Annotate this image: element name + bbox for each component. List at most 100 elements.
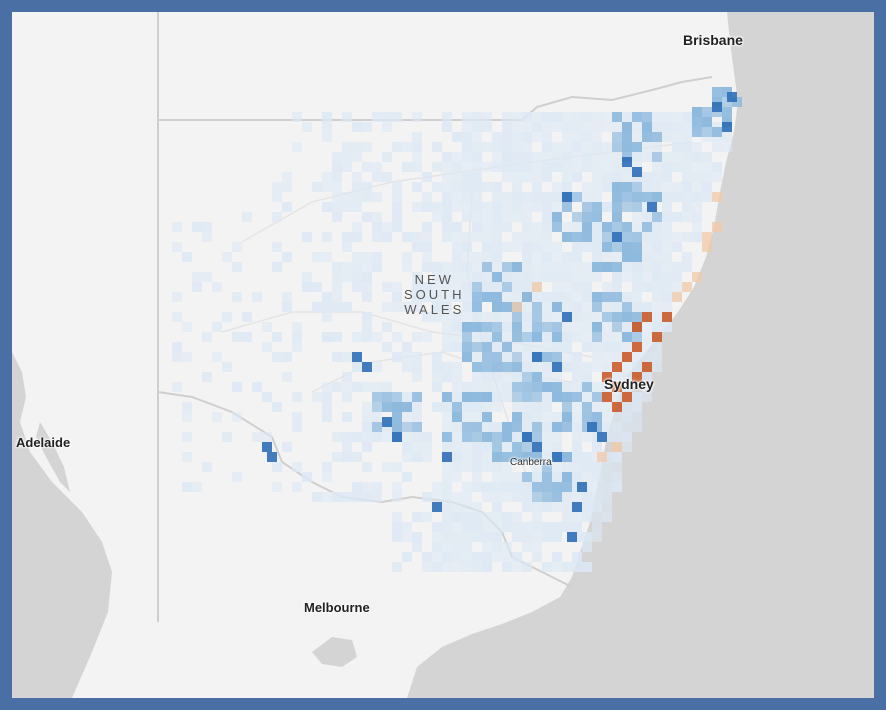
cell-low <box>642 242 652 252</box>
cell-orange <box>692 272 702 282</box>
cell-low <box>582 432 592 442</box>
cell-low <box>682 132 692 142</box>
cell-orange <box>602 372 612 382</box>
cell-mid <box>472 422 482 432</box>
cell-low <box>382 172 392 182</box>
cell-low <box>322 182 332 192</box>
cell-low <box>282 202 292 212</box>
cell-low <box>652 322 662 332</box>
cell-orange <box>602 392 612 402</box>
cell-low <box>432 352 442 362</box>
cell-low <box>412 242 422 252</box>
cell-low <box>452 492 462 502</box>
cell-low <box>452 132 462 142</box>
cell-low <box>412 182 422 192</box>
cell-low <box>662 322 672 332</box>
cell-low <box>532 112 542 122</box>
cell-low <box>552 532 562 542</box>
cell-low <box>512 532 522 542</box>
cell-low <box>432 522 442 532</box>
cell-low <box>642 382 652 392</box>
cell-low <box>522 342 532 352</box>
cell-low <box>542 212 552 222</box>
cell-high <box>552 362 562 372</box>
cell-orange <box>597 452 607 462</box>
cell-low <box>572 562 582 572</box>
cell-low <box>462 282 472 292</box>
cell-low <box>652 242 662 252</box>
cell-low <box>352 272 362 282</box>
cell-low <box>322 292 332 302</box>
cell-low <box>652 172 662 182</box>
cell-low <box>552 342 562 352</box>
cell-low <box>482 522 492 532</box>
cell-low <box>682 262 692 272</box>
cell-high <box>442 452 452 462</box>
cell-low <box>572 132 582 142</box>
cell-low <box>452 382 462 392</box>
cell-low <box>462 192 472 202</box>
cell-low <box>372 492 382 502</box>
map-canvas[interactable]: Brisbane Sydney Canberra Adelaide Melbou… <box>12 12 874 698</box>
cell-low <box>502 112 512 122</box>
cell-low <box>472 332 482 342</box>
cell-low <box>532 362 542 372</box>
cell-mid <box>582 402 592 412</box>
cell-low <box>292 482 302 492</box>
cell-mid <box>522 392 532 402</box>
cell-low <box>552 432 562 442</box>
cell-mid <box>502 342 512 352</box>
cell-low <box>452 562 462 572</box>
cell-low <box>532 232 542 242</box>
cell-low <box>182 412 192 422</box>
cell-low <box>602 172 612 182</box>
cell-low <box>532 152 542 162</box>
cell-mid <box>632 232 642 242</box>
cell-low <box>412 432 422 442</box>
cell-low <box>332 432 342 442</box>
cell-low <box>182 452 192 462</box>
cell-high <box>267 452 277 462</box>
cell-low <box>632 152 642 162</box>
cell-low <box>362 252 372 262</box>
cell-mid <box>632 182 642 192</box>
cell-low <box>662 202 672 212</box>
cell-low <box>572 412 582 422</box>
cell-high <box>362 362 372 372</box>
cell-low <box>662 262 672 272</box>
cell-low <box>402 452 412 462</box>
cell-mid <box>502 362 512 372</box>
cell-mid <box>582 202 592 212</box>
cell-low <box>202 222 212 232</box>
cell-low <box>592 122 602 132</box>
cell-mid <box>602 292 612 302</box>
cell-mid <box>562 472 572 482</box>
cell-low <box>592 232 602 242</box>
cell-low <box>382 302 392 312</box>
cell-low <box>262 392 272 402</box>
cell-low <box>572 362 582 372</box>
cell-low <box>362 142 372 152</box>
cell-mid <box>512 452 522 462</box>
city-label-melbourne: Melbourne <box>304 600 370 615</box>
cell-mid <box>452 402 462 412</box>
cell-mid <box>532 422 542 432</box>
cell-low <box>612 272 622 282</box>
cell-low <box>342 162 352 172</box>
cell-low <box>422 222 432 232</box>
cell-low <box>542 422 552 432</box>
cell-low <box>542 202 552 212</box>
cell-mid <box>412 392 422 402</box>
cell-mid <box>542 482 552 492</box>
cell-mid <box>552 482 562 492</box>
cell-low <box>652 142 662 152</box>
cell-low <box>292 392 302 402</box>
cell-low <box>512 342 522 352</box>
cell-low <box>492 512 502 522</box>
cell-low <box>532 522 542 532</box>
cell-mid <box>502 452 512 462</box>
cell-low <box>462 542 472 552</box>
cell-low <box>342 452 352 462</box>
cell-low <box>442 312 452 322</box>
cell-low <box>442 462 452 472</box>
